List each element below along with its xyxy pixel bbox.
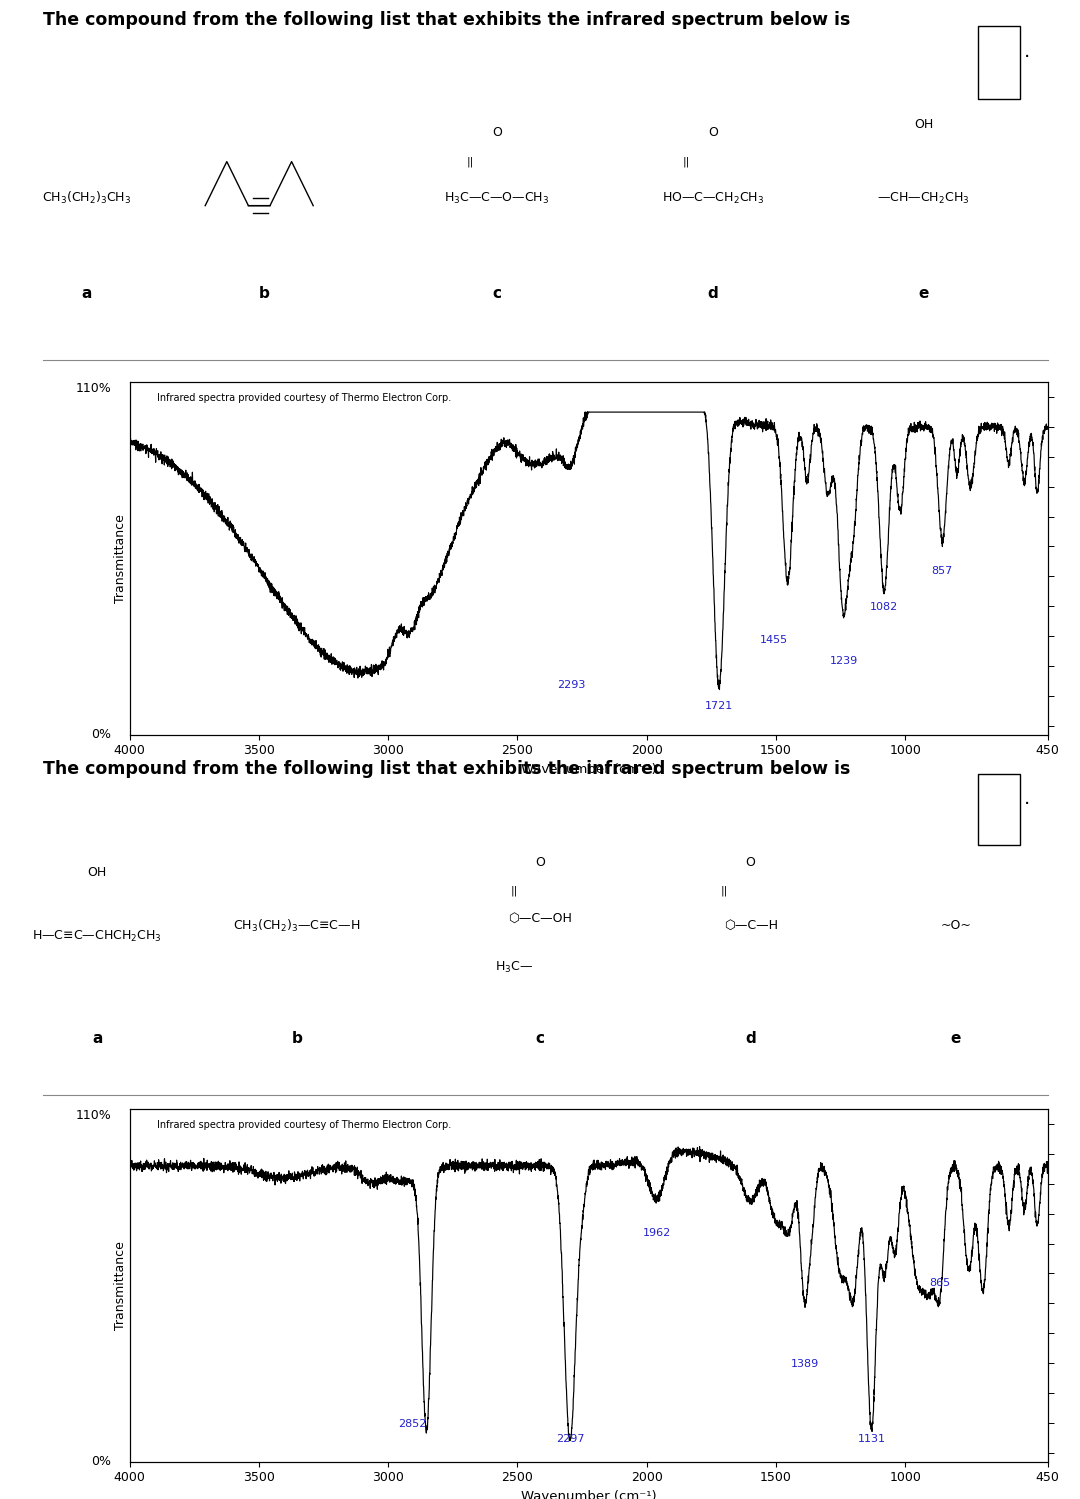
Text: 1721: 1721 — [705, 700, 733, 711]
Text: 2852: 2852 — [399, 1418, 427, 1429]
Text: a: a — [81, 286, 92, 301]
Text: 0%: 0% — [91, 1456, 111, 1468]
Text: b: b — [259, 286, 270, 301]
Y-axis label: Transmittance: Transmittance — [113, 514, 126, 603]
Text: ~O~: ~O~ — [941, 919, 971, 932]
Text: b: b — [292, 1031, 302, 1046]
Text: OH: OH — [914, 118, 933, 132]
Text: .: . — [1024, 42, 1030, 61]
Text: ||: || — [683, 156, 689, 166]
Text: e: e — [918, 286, 929, 301]
Text: d: d — [745, 1031, 756, 1046]
Text: ⬡—C—H: ⬡—C—H — [724, 919, 778, 932]
X-axis label: Wavenumber (cm⁻¹): Wavenumber (cm⁻¹) — [521, 763, 657, 776]
Text: CH$_3$(CH$_2$)$_3$CH$_3$: CH$_3$(CH$_2$)$_3$CH$_3$ — [42, 190, 131, 207]
Text: CH$_3$(CH$_2$)$_3$—C≡C—H: CH$_3$(CH$_2$)$_3$—C≡C—H — [233, 917, 361, 934]
Y-axis label: Transmittance: Transmittance — [113, 1241, 126, 1330]
Text: Infrared spectra provided courtesy of Thermo Electron Corp.: Infrared spectra provided courtesy of Th… — [158, 1120, 451, 1130]
Text: 110%: 110% — [76, 1109, 111, 1123]
Text: 1962: 1962 — [643, 1228, 671, 1238]
Text: c: c — [492, 286, 501, 301]
Text: 857: 857 — [932, 567, 953, 576]
Text: 2297: 2297 — [556, 1433, 584, 1444]
Text: O: O — [707, 126, 718, 139]
Text: 1131: 1131 — [858, 1433, 886, 1444]
Text: H$_3$C—C—O—CH$_3$: H$_3$C—C—O—CH$_3$ — [444, 190, 550, 205]
Text: The compound from the following list that exhibits the infrared spectrum below i: The compound from the following list tha… — [43, 760, 851, 778]
FancyBboxPatch shape — [978, 25, 1020, 99]
Text: ||: || — [511, 884, 517, 896]
Text: 1455: 1455 — [759, 636, 787, 645]
Text: 1082: 1082 — [870, 603, 899, 612]
Text: c: c — [536, 1031, 544, 1046]
Text: O: O — [491, 126, 502, 139]
Text: ||: || — [467, 156, 473, 166]
Text: 1239: 1239 — [829, 657, 858, 666]
Text: 0%: 0% — [91, 729, 111, 741]
Text: 865: 865 — [930, 1279, 950, 1288]
Text: —CH—CH$_2$CH$_3$: —CH—CH$_2$CH$_3$ — [877, 190, 970, 205]
X-axis label: Wavenumber (cm⁻¹): Wavenumber (cm⁻¹) — [521, 1490, 657, 1499]
Text: ⬡—C—OH: ⬡—C—OH — [508, 911, 572, 925]
Text: ||: || — [721, 884, 728, 896]
Text: 2293: 2293 — [557, 679, 585, 690]
Text: OH: OH — [87, 866, 107, 880]
Text: a: a — [92, 1031, 103, 1046]
Text: 110%: 110% — [76, 382, 111, 396]
Text: O: O — [535, 856, 545, 869]
Text: d: d — [707, 286, 718, 301]
Text: 1389: 1389 — [791, 1360, 819, 1369]
Text: The compound from the following list that exhibits the infrared spectrum below i: The compound from the following list tha… — [43, 10, 851, 28]
FancyBboxPatch shape — [978, 773, 1020, 844]
Text: Infrared spectra provided courtesy of Thermo Electron Corp.: Infrared spectra provided courtesy of Th… — [158, 393, 451, 403]
Text: H—C≡C—CHCH$_2$CH$_3$: H—C≡C—CHCH$_2$CH$_3$ — [32, 929, 162, 944]
Text: HO—C—CH$_2$CH$_3$: HO—C—CH$_2$CH$_3$ — [662, 190, 764, 205]
Text: H$_3$C—: H$_3$C— — [495, 961, 534, 976]
Text: O: O — [745, 856, 756, 869]
Text: e: e — [950, 1031, 961, 1046]
Text: .: . — [1024, 790, 1030, 808]
